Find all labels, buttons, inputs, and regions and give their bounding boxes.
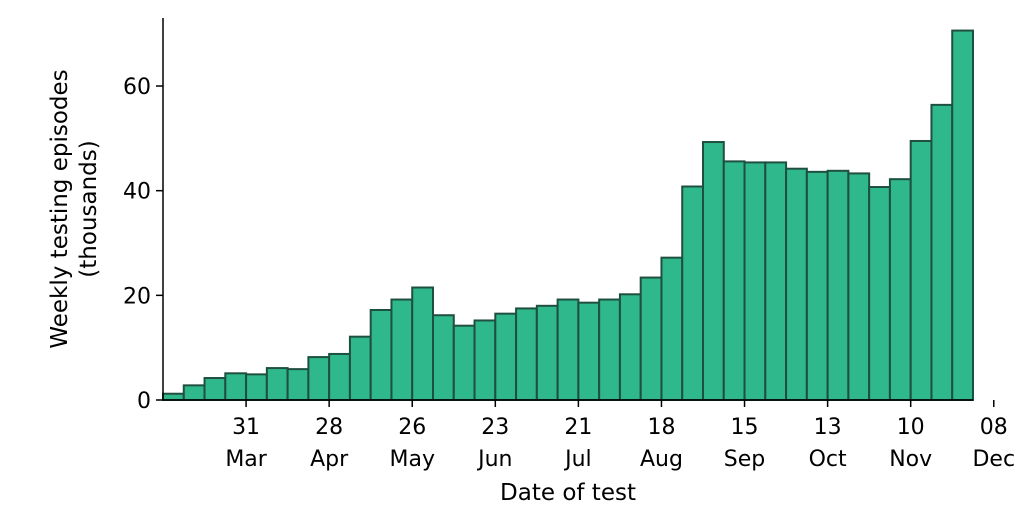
x-tick-label-day: 18 — [647, 415, 675, 440]
x-tick-label-month: Nov — [889, 447, 932, 472]
x-tick-label-month: Dec — [972, 447, 1015, 472]
bar — [681, 185, 705, 401]
bar — [598, 298, 621, 402]
bar — [203, 377, 227, 401]
bar — [432, 314, 455, 401]
bar — [660, 256, 684, 401]
x-tick-label-day: 10 — [897, 415, 925, 440]
x-tick-label-day: 15 — [731, 415, 759, 440]
bar — [722, 160, 746, 401]
bar — [348, 335, 372, 401]
x-tick-label-month: Sep — [724, 447, 765, 472]
bar — [868, 186, 891, 401]
y-tick-label: 20 — [123, 284, 151, 309]
bar — [494, 312, 518, 401]
bar — [411, 286, 435, 402]
bar — [307, 356, 331, 402]
bar — [265, 367, 289, 401]
bar — [743, 161, 767, 401]
y-axis-title-line2: (thousands) — [76, 140, 102, 277]
x-tick-label-month: Jun — [476, 447, 512, 472]
bar — [556, 298, 580, 402]
bar — [369, 308, 393, 401]
bar — [535, 304, 559, 402]
bar — [639, 276, 663, 402]
bar — [618, 293, 642, 402]
bar — [162, 392, 185, 402]
x-tick-label-day: 13 — [814, 415, 842, 440]
x-tick-label-month: Apr — [310, 447, 349, 472]
y-axis-title: Weekly testing episodes (thousands) — [47, 69, 102, 348]
bar — [286, 368, 310, 402]
x-tick-label-month: May — [389, 447, 434, 472]
bar — [764, 161, 788, 401]
bar — [930, 103, 954, 401]
bar — [805, 170, 829, 401]
x-tick-label-day: 28 — [315, 415, 343, 440]
x-tick-label-day: 26 — [398, 415, 426, 440]
x-tick-label-month: Jul — [563, 447, 592, 472]
x-tick-label-day: 31 — [232, 415, 260, 440]
bar — [452, 324, 476, 401]
bars-group — [162, 29, 975, 402]
x-tick-label-month: Aug — [640, 447, 683, 472]
bar — [224, 372, 248, 401]
bar — [577, 301, 601, 401]
bar — [909, 139, 933, 401]
x-tick-label-day: 21 — [564, 415, 592, 440]
bar — [245, 373, 268, 402]
bar — [951, 29, 975, 402]
x-ticks-group: 31 Mar 28 Apr 26 May 23 Jun 21 Jul 18 Aug 15 Sep 13 Oct… — [225, 400, 1015, 472]
x-tick-label-month: Oct — [809, 447, 847, 472]
y-ticks-group: 0 20 40 60 — [123, 75, 163, 414]
bar — [826, 169, 850, 401]
bar — [888, 178, 912, 401]
bar — [515, 307, 538, 401]
y-tick-label: 60 — [123, 75, 151, 100]
bar — [847, 172, 871, 401]
bar — [182, 384, 206, 401]
y-tick-label: 0 — [137, 389, 151, 414]
x-axis-title: Date of test — [500, 480, 636, 506]
x-tick-label-day: 23 — [481, 415, 509, 440]
x-tick-label-month: Mar — [225, 447, 267, 472]
bar — [328, 352, 351, 401]
y-axis-title-line1: Weekly testing episodes — [47, 69, 73, 348]
y-tick-label: 40 — [123, 180, 151, 205]
bar — [390, 298, 414, 402]
bar — [785, 167, 808, 401]
bar — [702, 141, 725, 402]
x-tick-label-day: 08 — [980, 415, 1008, 440]
bar — [473, 319, 497, 401]
